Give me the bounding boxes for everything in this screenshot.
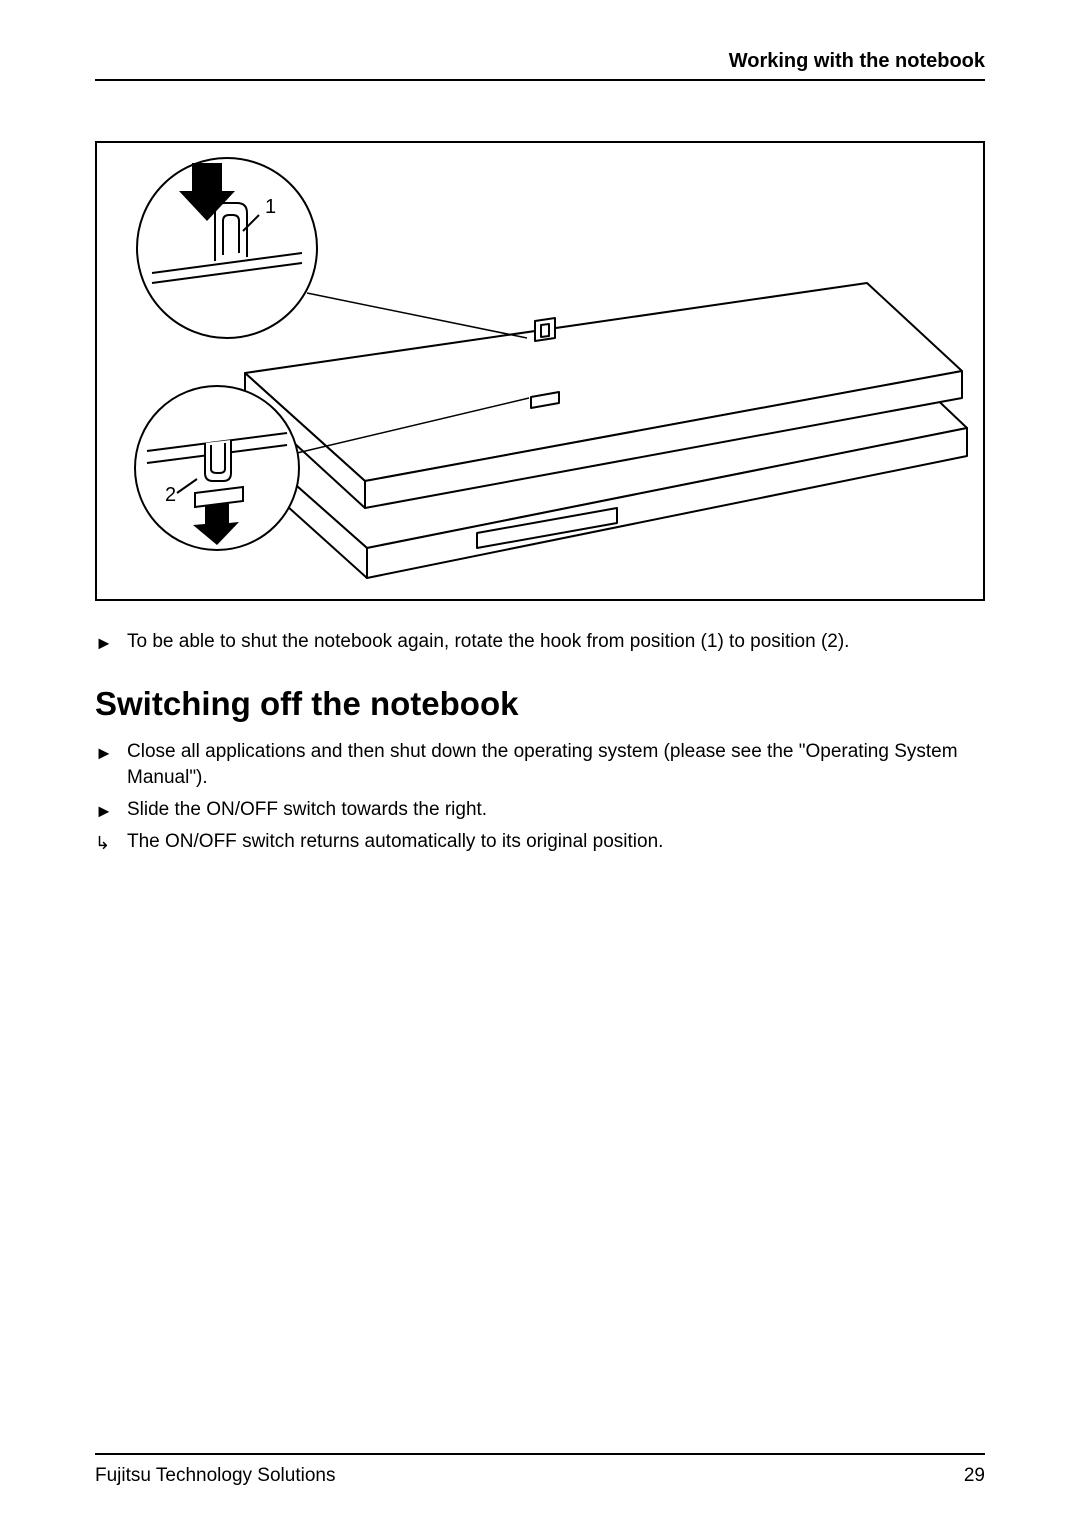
svg-text:2: 2 (165, 484, 176, 506)
step-item: ► Close all applications and then shut d… (95, 739, 985, 790)
step-item: ↳ The ON/OFF switch returns automaticall… (95, 829, 985, 855)
step-item: ► Slide the ON/OFF switch towards the ri… (95, 797, 985, 823)
laptop-hook-diagram: 1 2 (97, 143, 983, 599)
step-text: Slide the ON/OFF switch towards the righ… (127, 797, 985, 823)
svg-text:1: 1 (265, 196, 276, 218)
page-header: Working with the notebook (95, 50, 985, 79)
triangle-marker-icon: ► (95, 739, 127, 765)
step-text: Close all applications and then shut dow… (127, 739, 985, 790)
step-above-list: ► To be able to shut the notebook again,… (95, 629, 985, 655)
triangle-marker-icon: ► (95, 629, 127, 655)
section-heading: Switching off the notebook (95, 685, 985, 723)
result-arrow-icon: ↳ (95, 829, 127, 855)
page-footer: Fujitsu Technology Solutions 29 (95, 1453, 985, 1487)
triangle-marker-icon: ► (95, 797, 127, 823)
footer-rule (95, 1453, 985, 1455)
footer-page-number: 29 (964, 1465, 985, 1487)
step-text: The ON/OFF switch returns automatically … (127, 829, 985, 855)
page: Working with the notebook (0, 0, 1080, 1529)
header-rule (95, 79, 985, 81)
step-item: ► To be able to shut the notebook again,… (95, 629, 985, 655)
section-steps-list: ► Close all applications and then shut d… (95, 739, 985, 855)
footer-left: Fujitsu Technology Solutions (95, 1465, 335, 1487)
footer-row: Fujitsu Technology Solutions 29 (95, 1465, 985, 1487)
header-section-title: Working with the notebook (729, 50, 985, 73)
figure-box: 1 2 (95, 141, 985, 601)
step-text: To be able to shut the notebook again, r… (127, 629, 985, 655)
